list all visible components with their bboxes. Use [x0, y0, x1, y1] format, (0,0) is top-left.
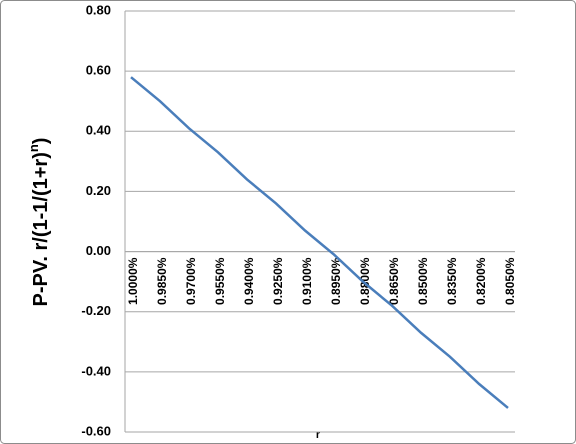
y-tick-label: 0.80 — [86, 2, 111, 17]
x-tick-label: 0.8800% — [358, 257, 372, 305]
x-axis-title: r — [316, 429, 321, 441]
y-tick-label: 0.00 — [86, 243, 111, 258]
y-tick-label: 0.60 — [86, 63, 111, 78]
y-tick-label: -0.60 — [81, 423, 111, 438]
y-title-main: P-PV. r/(1-1/(1+r) — [30, 152, 52, 306]
x-tick-label: 0.9250% — [271, 257, 285, 305]
x-tick-label: 0.8650% — [387, 257, 401, 305]
x-tick-label: 0.8950% — [329, 257, 343, 305]
x-tick-label: 0.9700% — [184, 257, 198, 305]
y-title-sup: n — [26, 144, 41, 152]
x-tick-label: 1.0000% — [126, 257, 140, 305]
x-tick-label: 0.8200% — [474, 257, 488, 305]
y-axis-title: P-PV. r/(1-1/(1+r)n) — [26, 138, 52, 307]
x-tick-label: 0.9850% — [155, 257, 169, 305]
x-tick-label: 0.8500% — [416, 257, 430, 305]
x-tick-label: 0.9100% — [300, 257, 314, 305]
y-tick-label: -0.20 — [81, 303, 111, 318]
x-tick-label: 0.8050% — [503, 257, 517, 305]
y-tick-label: 0.40 — [86, 123, 111, 138]
x-tick-label: 0.8350% — [445, 257, 459, 305]
y-title-end: ) — [30, 138, 52, 145]
x-tick-label: 0.9550% — [213, 257, 227, 305]
x-tick-label: 0.9400% — [242, 257, 256, 305]
y-tick-label: -0.40 — [81, 363, 111, 378]
data-line — [130, 76, 509, 409]
y-tick-label: 0.20 — [86, 183, 111, 198]
